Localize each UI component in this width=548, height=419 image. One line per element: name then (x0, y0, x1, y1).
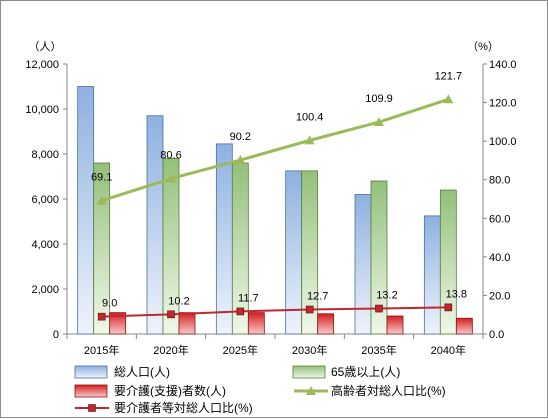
data-label-care-ratio: 11.7 (238, 292, 259, 304)
legend-marker-care-ratio (88, 404, 96, 412)
legend-marker-elderly-ratio (306, 386, 316, 395)
right-axis-ticks: 0.0 20.0 40.0 60.0 80.0 100.0 120.0 140.0 (483, 59, 517, 341)
data-label-care-ratio: 13.8 (446, 288, 467, 300)
left-axis-unit-label: （人） (29, 40, 62, 53)
bar-65-and-over (301, 170, 319, 335)
marker-care-ratio (167, 310, 175, 319)
x-tick-label: 2020年 (153, 343, 188, 357)
x-tick-label: 2015年 (84, 343, 119, 357)
x-tick-label: 2035年 (361, 343, 396, 357)
marker-care-ratio (444, 303, 453, 312)
left-tick-label: 0 (53, 329, 59, 341)
right-tick-label: 0.0 (489, 329, 504, 341)
bar-total-population (423, 215, 441, 335)
left-tick-label: 12,000 (25, 59, 59, 71)
data-label-elderly-ratio: 90.2 (230, 131, 251, 143)
legend-label-care-recipients: 要介護(支援)者数(人) (114, 383, 226, 398)
left-tick-label: 4,000 (31, 239, 59, 251)
data-label-elderly-ratio: 100.4 (296, 111, 324, 123)
right-tick-label: 140.0 (489, 59, 517, 71)
data-label-care-ratio: 9.0 (102, 298, 117, 310)
bar-care-recipients (178, 312, 196, 335)
data-labels-layer: 69.1 80.6 90.2 100.4 109.9 121.7 9.0 10.2 11.7 12… (91, 70, 467, 309)
legend-swatch-care-recipients (74, 384, 108, 398)
left-tick-label: 6,000 (31, 194, 59, 206)
marker-elderly-ratio (166, 173, 176, 183)
data-label-care-ratio: 13.2 (376, 290, 397, 302)
marker-care-ratio (305, 305, 314, 314)
bar-total-population (354, 194, 372, 335)
bar-total-population (146, 115, 164, 335)
right-axis-unit-label: （%） (467, 40, 499, 53)
line-elderly-ratio (101, 97, 449, 203)
marker-elderly-ratio (304, 135, 315, 145)
data-label-elderly-ratio: 69.1 (91, 172, 112, 184)
data-label-care-ratio: 10.2 (168, 295, 189, 307)
legend-label-65-and-over: 65歳以上(人) (331, 365, 400, 379)
marker-care-ratio (375, 304, 383, 313)
legend-label-total-population: 総人口(人) (114, 365, 170, 379)
bar-65-and-over (93, 162, 111, 335)
bar-65-and-over (439, 189, 457, 335)
bar-65-and-over (162, 158, 180, 335)
bar-care-recipients (386, 315, 404, 335)
x-tick-label: 2040年 (431, 343, 466, 357)
bar-care-recipients (317, 313, 335, 335)
bar-care-recipients (247, 312, 265, 335)
legend-swatch-65-and-over (292, 365, 326, 379)
marker-elderly-ratio (235, 155, 246, 165)
lines-layer (96, 94, 454, 321)
right-tick-label: 20.0 (489, 290, 510, 302)
right-tick-label: 100.0 (489, 136, 517, 148)
bar-total-population (215, 143, 233, 335)
left-tick-label: 2,000 (31, 284, 59, 296)
right-tick-label: 40.0 (489, 252, 510, 264)
left-tick-label: 10,000 (25, 104, 59, 116)
left-tick-label: 8,000 (31, 149, 59, 161)
data-label-elderly-ratio: 109.9 (365, 93, 393, 105)
bar-care-recipients (455, 317, 473, 335)
marker-care-ratio (236, 307, 245, 316)
x-axis-ticks: 2015年 2020年 2025年 2030年 2035年 2040年 (66, 334, 484, 357)
x-tick-label: 2025年 (223, 343, 258, 357)
legend-swatch-total-population (74, 365, 108, 379)
legend-label-elderly-ratio: 高齢者対総人口比(%) (331, 383, 446, 398)
legend-label-care-ratio: 要介護者等対総人口比(%) (114, 400, 253, 415)
marker-elderly-ratio (374, 117, 384, 127)
legend: 総人口(人) 65歳以上(人) 要介護(支援)者数(人) 高齢者対総人口比(%)… (74, 365, 446, 415)
left-axis-ticks: 0 2,000 4,000 6,000 8,000 10,000 12,000 (25, 59, 67, 341)
bar-total-population (77, 86, 95, 335)
right-tick-label: 60.0 (489, 213, 510, 225)
x-tick-label: 2030年 (292, 343, 327, 357)
bar-65-and-over (370, 180, 388, 335)
marker-elderly-ratio (96, 195, 107, 205)
marker-elderly-ratio (443, 94, 454, 104)
bars-layer (77, 86, 473, 335)
right-tick-label: 80.0 (489, 175, 510, 187)
marker-care-ratio (97, 312, 106, 321)
data-label-elderly-ratio: 80.6 (160, 150, 181, 162)
line-care-ratio (101, 306, 449, 318)
data-label-care-ratio: 12.7 (307, 291, 328, 303)
right-tick-label: 120.0 (489, 98, 517, 110)
data-label-elderly-ratio: 121.7 (435, 70, 463, 82)
bar-care-recipients (109, 312, 127, 335)
